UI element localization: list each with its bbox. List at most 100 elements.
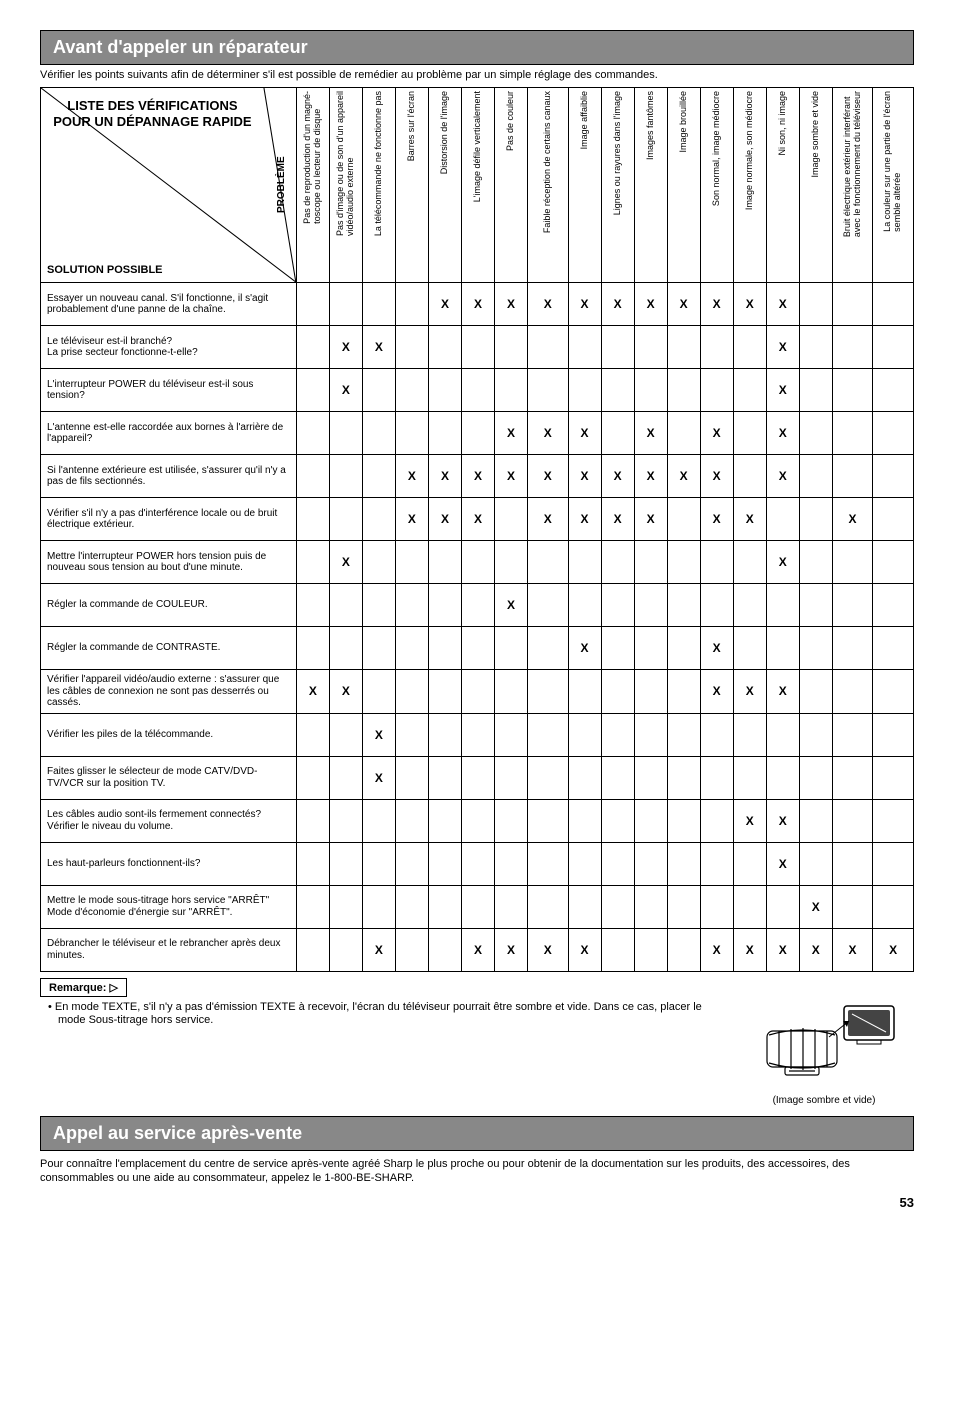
column-header: Ni son, ni image	[766, 88, 799, 283]
footer-text: Pour connaître l'emplacement du centre d…	[40, 1157, 914, 1186]
mark-cell	[873, 369, 914, 412]
mark-cell	[428, 369, 461, 412]
mark-cell	[601, 584, 634, 627]
mark-cell	[362, 455, 395, 498]
mark-cell	[667, 326, 700, 369]
column-header: La couleur sur une partie de l'écran sem…	[873, 88, 914, 283]
mark-cell: X	[495, 412, 528, 455]
mark-cell	[362, 498, 395, 541]
mark-cell	[428, 670, 461, 714]
mark-cell	[568, 369, 601, 412]
mark-cell	[766, 756, 799, 799]
mark-cell: X	[700, 627, 733, 670]
mark-cell	[362, 670, 395, 714]
mark-cell: X	[329, 670, 362, 714]
mark-cell: X	[832, 928, 873, 971]
mark-cell	[461, 842, 494, 885]
mark-cell	[601, 670, 634, 714]
mark-cell	[832, 670, 873, 714]
mark-cell: X	[766, 283, 799, 326]
mark-cell: X	[495, 455, 528, 498]
mark-cell	[329, 756, 362, 799]
mark-cell	[428, 928, 461, 971]
mark-cell	[799, 412, 832, 455]
mark-cell: X	[667, 455, 700, 498]
mark-cell	[395, 928, 428, 971]
column-header: Image affaiblie	[568, 88, 601, 283]
mark-cell	[528, 670, 569, 714]
mark-cell	[667, 498, 700, 541]
mark-cell: X	[733, 928, 766, 971]
mark-cell	[395, 369, 428, 412]
mark-cell: X	[766, 369, 799, 412]
mark-cell	[395, 326, 428, 369]
mark-cell	[528, 584, 569, 627]
mark-cell: X	[528, 928, 569, 971]
mark-cell	[296, 842, 329, 885]
mark-cell	[461, 756, 494, 799]
mark-cell	[461, 670, 494, 714]
mark-cell	[395, 627, 428, 670]
row-label: L'interrupteur POWER du téléviseur est-i…	[41, 369, 297, 412]
mark-cell: X	[700, 928, 733, 971]
mark-cell	[766, 627, 799, 670]
mark-cell	[799, 842, 832, 885]
row-label: Régler la commande de COULEUR.	[41, 584, 297, 627]
mark-cell	[667, 713, 700, 756]
row-label: Si l'antenne extérieure est utilisée, s'…	[41, 455, 297, 498]
mark-cell: X	[428, 455, 461, 498]
mark-cell: X	[568, 283, 601, 326]
mark-cell: X	[700, 283, 733, 326]
mark-cell	[362, 369, 395, 412]
mark-cell	[461, 326, 494, 369]
mark-cell	[296, 283, 329, 326]
row-label: Le téléviseur est-il branché? La prise s…	[41, 326, 297, 369]
column-header: Distorsion de l'image	[428, 88, 461, 283]
mark-cell: X	[667, 283, 700, 326]
column-header: Image sombre et vide	[799, 88, 832, 283]
mark-cell	[873, 713, 914, 756]
mark-cell: X	[700, 498, 733, 541]
mark-cell	[296, 928, 329, 971]
row-label: Régler la commande de CONTRASTE.	[41, 627, 297, 670]
mark-cell	[873, 455, 914, 498]
mark-cell	[667, 412, 700, 455]
mark-cell: X	[700, 670, 733, 714]
mark-cell: X	[428, 498, 461, 541]
mark-cell	[528, 756, 569, 799]
mark-cell: X	[766, 326, 799, 369]
mark-cell	[634, 670, 667, 714]
mark-cell: X	[568, 498, 601, 541]
mark-cell	[495, 498, 528, 541]
mark-cell	[634, 928, 667, 971]
mark-cell	[296, 326, 329, 369]
mark-cell	[428, 885, 461, 928]
mark-cell	[395, 799, 428, 842]
mark-cell: X	[700, 412, 733, 455]
row-label: Mettre l'interrupteur POWER hors tension…	[41, 541, 297, 584]
mark-cell: X	[461, 928, 494, 971]
mark-cell	[799, 670, 832, 714]
section1-title: Avant d'appeler un réparateur	[40, 30, 914, 65]
mark-cell	[296, 756, 329, 799]
mark-cell	[395, 283, 428, 326]
mark-cell	[799, 584, 832, 627]
column-header: La télécommande ne fonctionne pas	[362, 88, 395, 283]
page-number: 53	[40, 1195, 914, 1210]
mark-cell	[873, 326, 914, 369]
mark-cell	[700, 369, 733, 412]
mark-cell	[799, 627, 832, 670]
mark-cell	[832, 455, 873, 498]
mark-cell	[495, 627, 528, 670]
mark-cell	[667, 885, 700, 928]
mark-cell	[495, 326, 528, 369]
mark-cell	[601, 842, 634, 885]
row-label: Débrancher le téléviseur et le rebranche…	[41, 928, 297, 971]
mark-cell	[667, 799, 700, 842]
mark-cell	[461, 541, 494, 584]
corner-side: PROBLÈME	[276, 94, 294, 276]
mark-cell	[667, 756, 700, 799]
mark-cell	[733, 713, 766, 756]
mark-cell	[528, 326, 569, 369]
mark-cell	[634, 326, 667, 369]
